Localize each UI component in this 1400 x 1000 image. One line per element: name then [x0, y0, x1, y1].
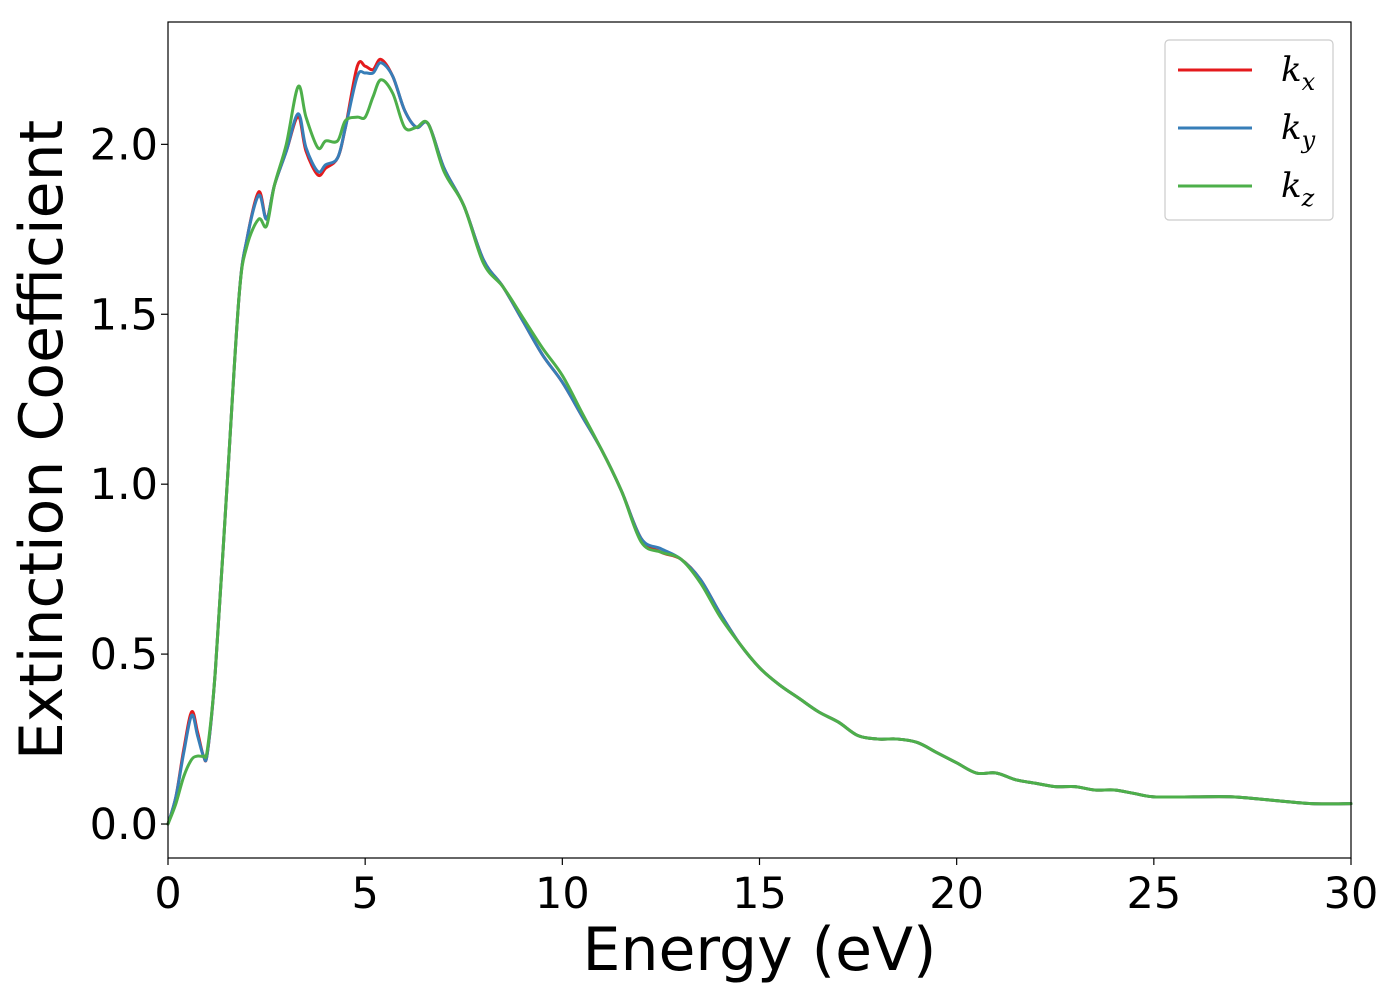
x-tick-label: 25 [1126, 869, 1181, 919]
y-axis: 0.0 0.5 1.0 1.5 2.0 [90, 120, 168, 850]
legend-label-k-z: kz [1281, 166, 1315, 212]
series-line-k-z [166, 78, 1353, 826]
x-tick-label: 5 [351, 869, 378, 919]
x-tick-label: 10 [535, 869, 590, 919]
y-tick-label: 1.0 [90, 460, 158, 510]
y-tick-label: 2.0 [90, 120, 158, 170]
y-tick-label: 1.5 [90, 290, 158, 340]
y-axis-title: Extinction Coefficient [7, 120, 77, 760]
y-tick-label: 0.0 [90, 800, 158, 850]
y-tick-label: 0.5 [90, 630, 158, 680]
x-tick-label: 30 [1324, 869, 1379, 919]
legend: kx ky kz [1164, 39, 1334, 221]
legend-frame [1164, 39, 1334, 221]
legend-label-k-y: ky [1281, 108, 1316, 154]
x-tick-label: 20 [929, 869, 984, 919]
series-layer [166, 57, 1353, 826]
x-axis: 0 5 10 15 20 25 30 [154, 858, 1378, 919]
x-axis-title: Energy (eV) [583, 915, 937, 985]
legend-label-k-x: kx [1281, 50, 1316, 96]
x-tick-label: 0 [154, 869, 181, 919]
x-tick-label: 15 [732, 869, 787, 919]
